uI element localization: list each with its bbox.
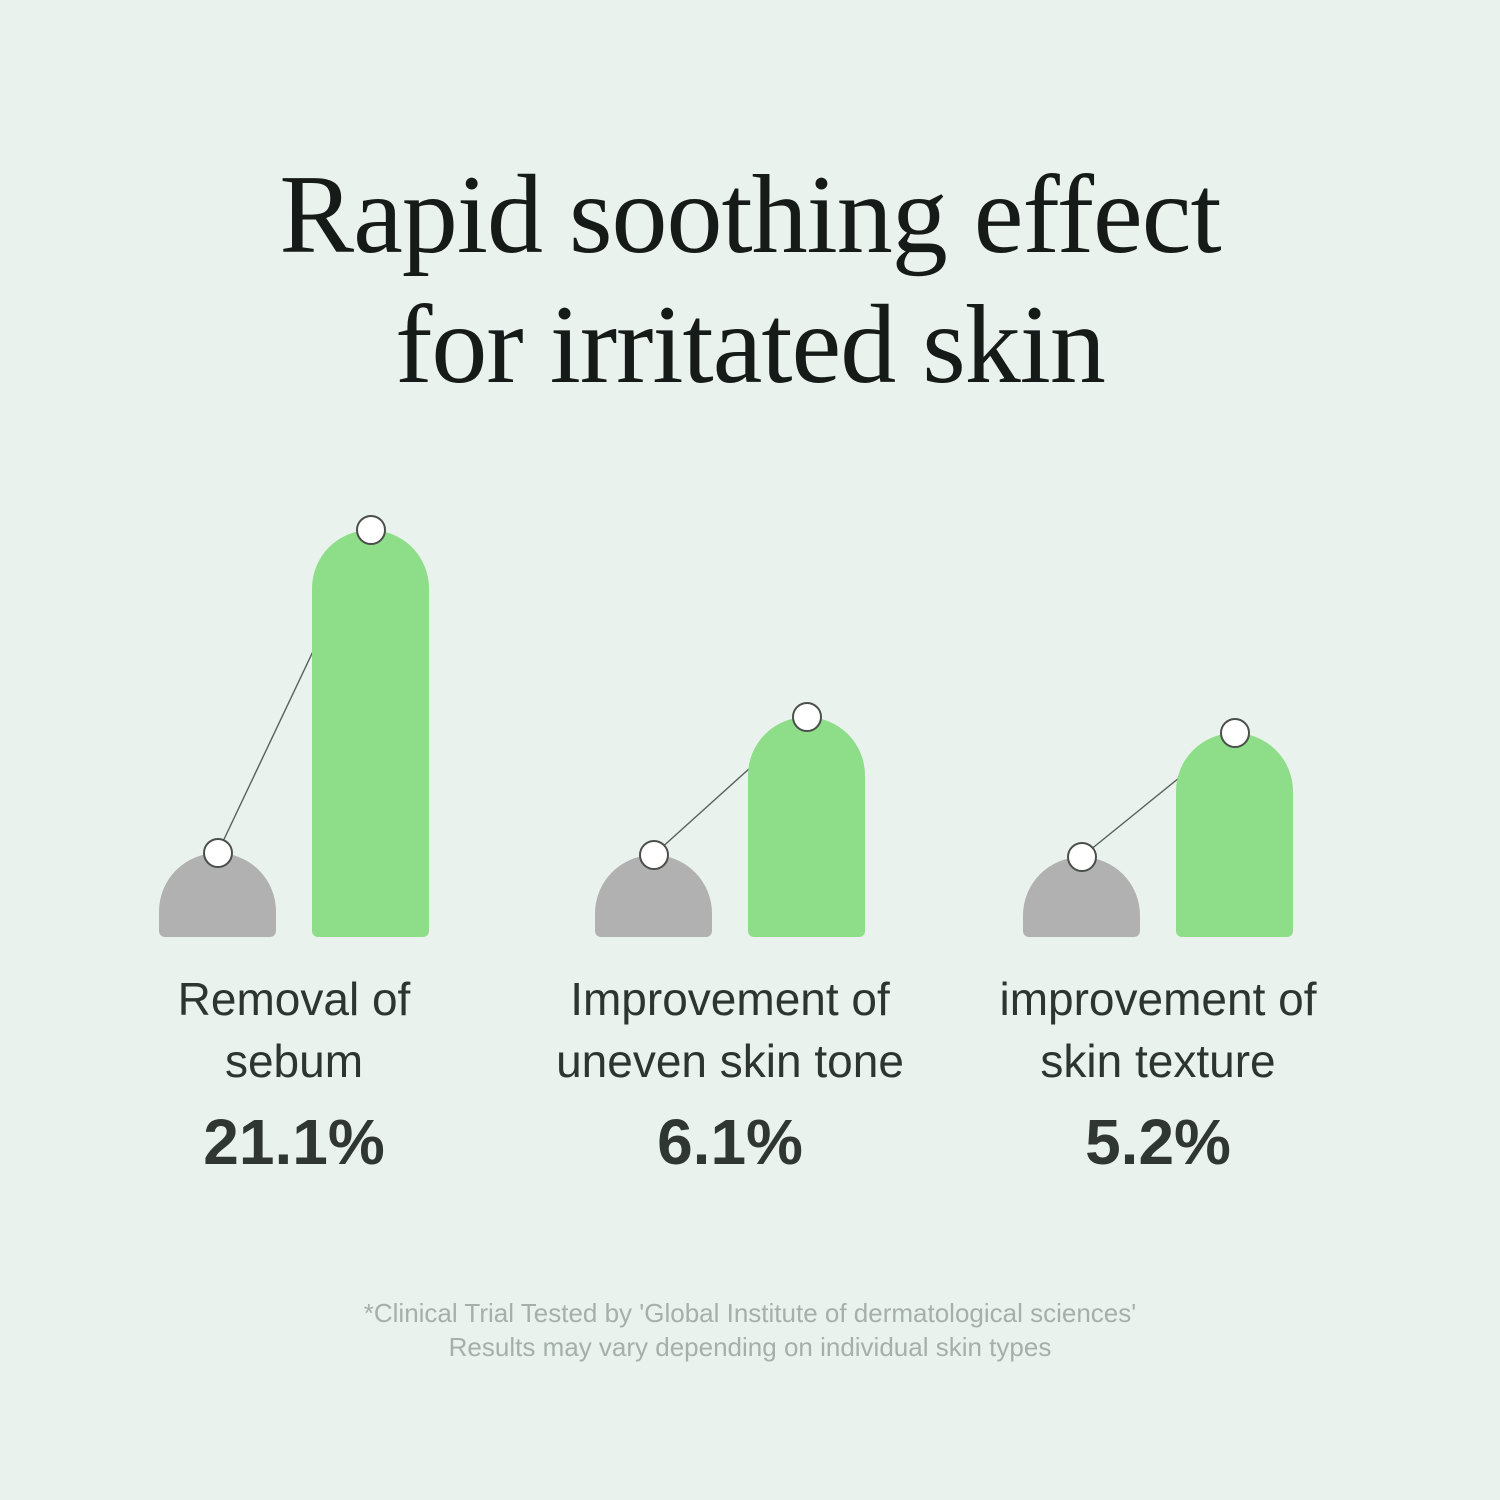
- green-bar-2: [1176, 733, 1293, 937]
- page-title: Rapid soothing effect for irritated skin: [0, 150, 1500, 410]
- group-label-0: Removal of sebum 21.1%: [54, 968, 534, 1178]
- green-bar-1: [748, 717, 865, 937]
- green-dot-2: [1219, 718, 1250, 748]
- gray-dot-0: [202, 838, 233, 868]
- green-dot-1: [791, 702, 822, 732]
- footnote-line-1: *Clinical Trial Tested by 'Global Instit…: [363, 1298, 1137, 1328]
- gray-dot-2: [1066, 842, 1097, 872]
- gray-dot-1: [638, 840, 669, 870]
- value-label-2: 5.2%: [1085, 1106, 1231, 1178]
- category-label-line-0-0: Removal of: [177, 973, 411, 1025]
- group-label-2: improvement of skin texture 5.2%: [918, 968, 1398, 1178]
- green-dot-0: [355, 515, 386, 545]
- footnote: *Clinical Trial Tested by 'Global Instit…: [0, 1296, 1500, 1364]
- category-label-line-2-0: improvement of: [999, 973, 1317, 1025]
- title-line-2: for irritated skin: [395, 283, 1106, 407]
- green-bar-0: [312, 530, 429, 937]
- category-label-line-1-0: Improvement of: [570, 973, 890, 1025]
- value-label-0: 21.1%: [203, 1106, 385, 1178]
- category-label-line-0-1: sebum: [224, 1035, 364, 1087]
- title-line-1: Rapid soothing effect: [279, 153, 1221, 277]
- category-label-line-2-1: skin texture: [1040, 1035, 1276, 1087]
- value-label-1: 6.1%: [657, 1106, 803, 1178]
- footnote-line-2: Results may vary depending on individual…: [448, 1332, 1052, 1362]
- category-label-line-1-1: uneven skin tone: [556, 1035, 904, 1087]
- group-label-1: Improvement of uneven skin tone 6.1%: [490, 968, 970, 1178]
